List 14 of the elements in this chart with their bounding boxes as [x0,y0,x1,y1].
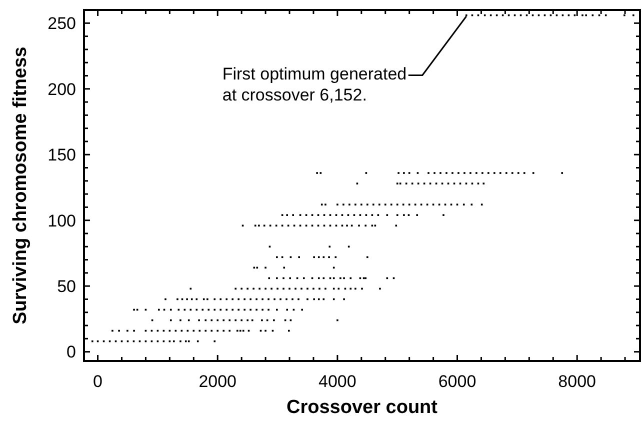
y-tick-label: 150 [48,146,76,165]
x-tick-label: 2000 [198,372,237,391]
y-tick-label: 200 [48,80,76,99]
y-tick-label: 250 [48,14,76,34]
x-tick-label: 8000 [558,372,596,391]
annotation: First optimum generated at crossover 6,152. [222,64,407,104]
x-tick-label: 4000 [318,372,356,391]
y-tick-label: 0 [66,342,76,362]
x-axis-title: Crossover count [286,397,438,418]
y-tick-label: 100 [48,211,76,230]
x-tick-label: 6000 [438,372,476,391]
y-tick-label: 50 [57,277,76,296]
x-tick-label: 0 [93,372,103,391]
y-axis-title: Surviving chromosome fitness [10,46,31,324]
